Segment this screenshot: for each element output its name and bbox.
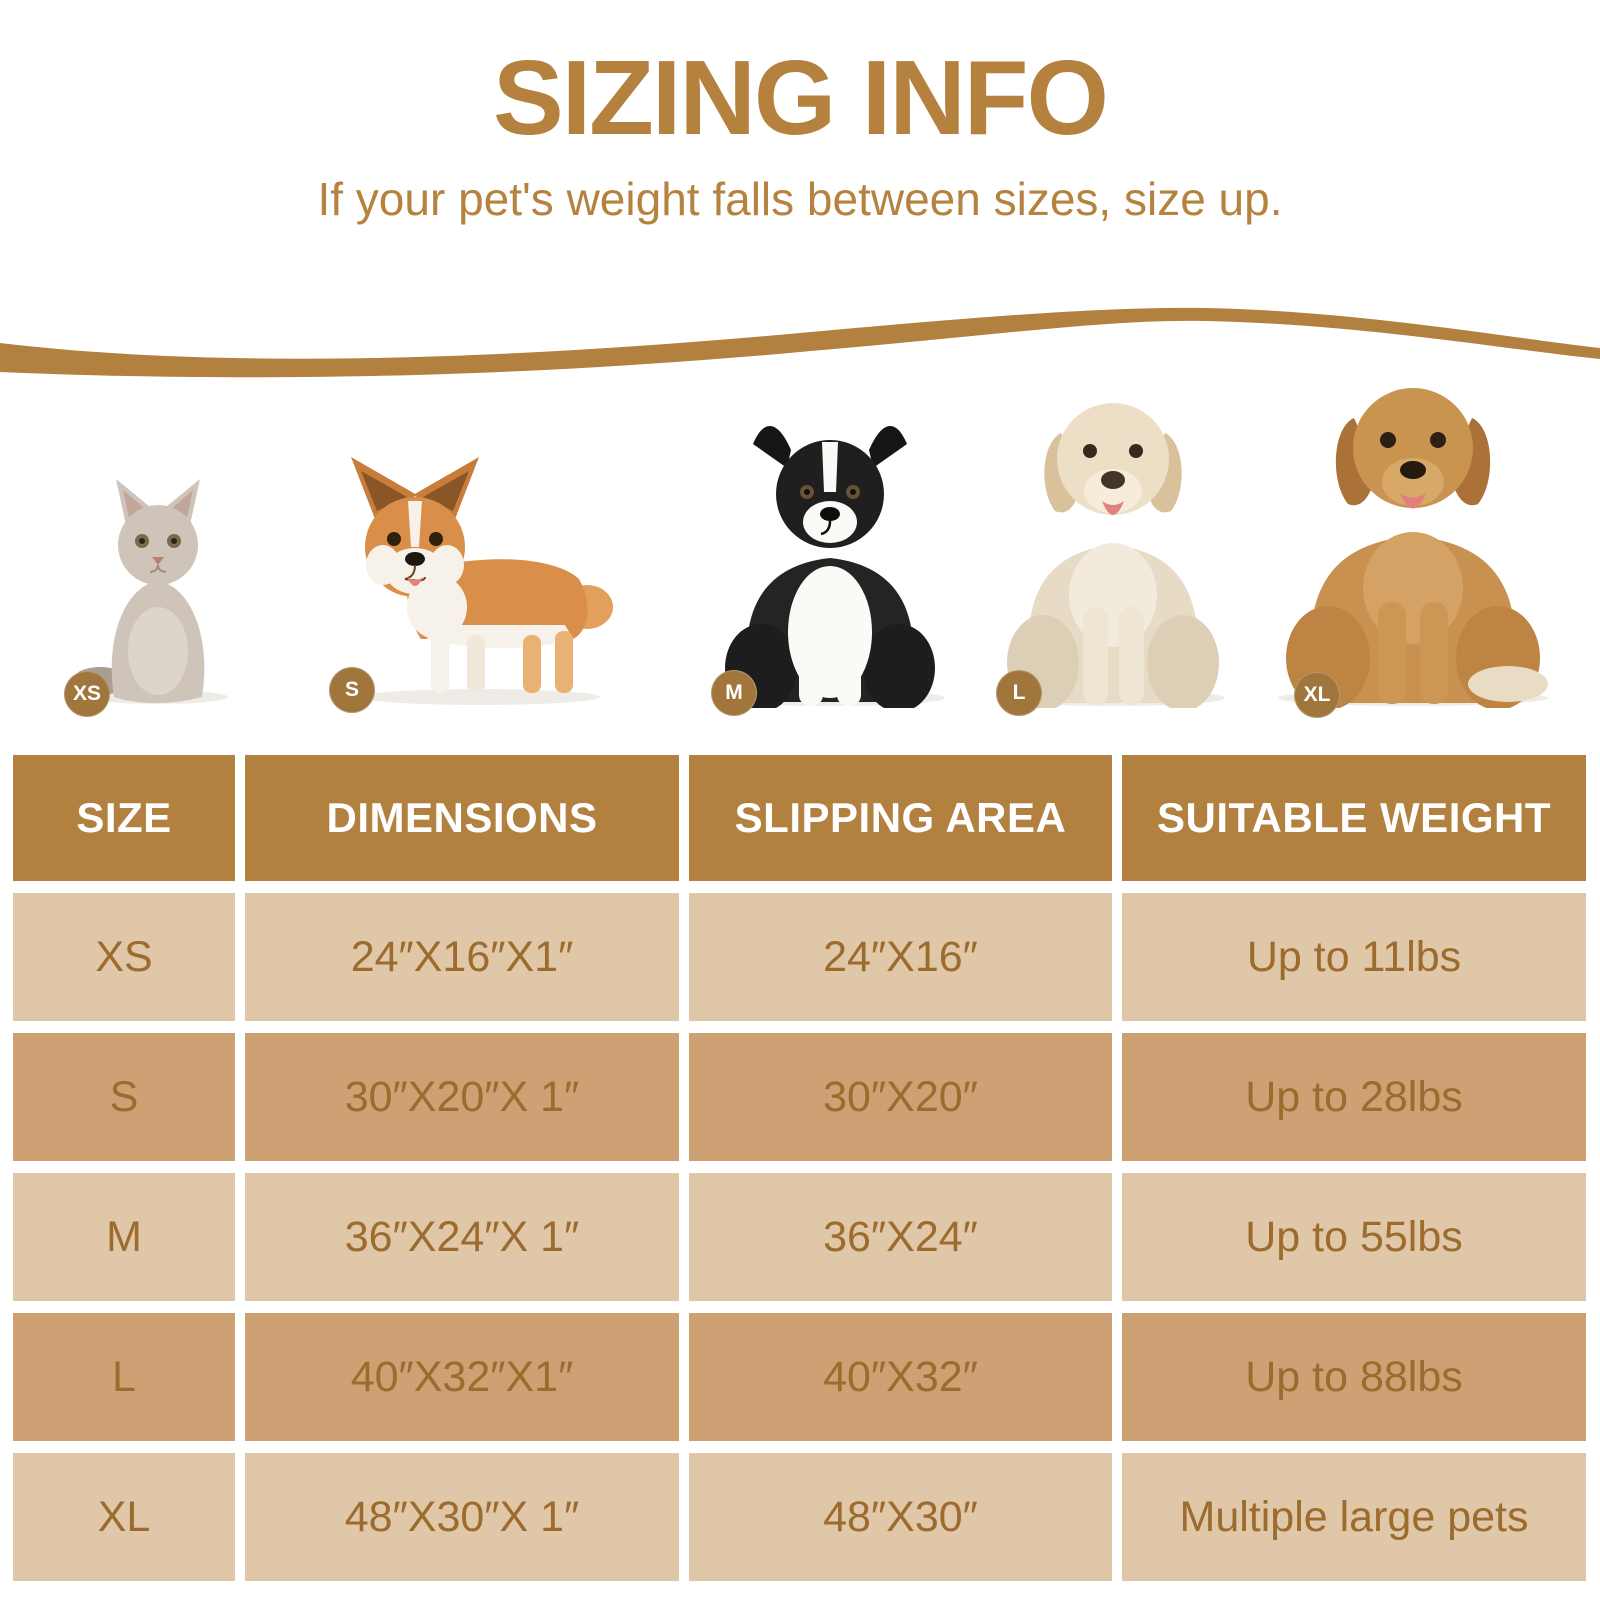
cell-xs-dimensions: 24″X16″X1″: [245, 893, 679, 1021]
size-badge-s: S: [329, 667, 375, 713]
cell-m-slipping: 36″X24″: [689, 1173, 1112, 1301]
size-badge-m: M: [711, 670, 757, 716]
page-subtitle: If your pet's weight falls between sizes…: [317, 173, 1283, 225]
cell-s-weight: Up to 28lbs: [1122, 1033, 1586, 1161]
cell-xl-dimensions: 48″X30″X 1″: [245, 1453, 679, 1581]
cell-m-size: M: [13, 1173, 235, 1301]
cell-s-dimensions: 30″X20″X 1″: [245, 1033, 679, 1161]
cell-l-size: L: [13, 1313, 235, 1441]
pet-photo-border-collie: [695, 410, 965, 708]
page-title: SIZING INFO: [493, 39, 1109, 157]
pet-photo-golden-retriever: [1258, 354, 1568, 708]
golden-retriever-icon: [1278, 388, 1548, 708]
column-header-suitable-weight: SUITABLE WEIGHT: [1122, 755, 1586, 881]
cell-m-dimensions: 36″X24″X 1″: [245, 1173, 679, 1301]
size-badge-l: L: [996, 670, 1042, 716]
cell-xl-size: XL: [13, 1453, 235, 1581]
light-golden-retriever-icon: [1001, 403, 1225, 708]
column-header-dimensions: DIMENSIONS: [245, 755, 679, 881]
cell-xs-weight: Up to 11lbs: [1122, 893, 1586, 1021]
cell-xl-weight: Multiple large pets: [1122, 1453, 1586, 1581]
cell-s-slipping: 30″X20″: [689, 1033, 1112, 1161]
size-table: SIZE DIMENSIONS SLIPPING AREA SUITABLE W…: [13, 755, 1588, 1581]
cell-l-slipping: 40″X32″: [689, 1313, 1112, 1441]
cell-l-weight: Up to 88lbs: [1122, 1313, 1586, 1441]
size-badge-xl: XL: [1294, 672, 1340, 718]
pet-photo-light-golden-retriever: [983, 367, 1243, 708]
corgi-icon: [351, 457, 613, 705]
cell-xl-slipping: 48″X30″: [689, 1453, 1112, 1581]
cell-xs-size: XS: [13, 893, 235, 1021]
cat-icon: [78, 479, 228, 704]
column-header-size: SIZE: [13, 755, 235, 881]
column-header-slipping-area: SLIPPING AREA: [689, 755, 1112, 881]
pet-photo-cat: [78, 473, 238, 705]
pet-photo-corgi: [315, 455, 615, 707]
cell-l-dimensions: 40″X32″X1″: [245, 1313, 679, 1441]
cell-s-size: S: [13, 1033, 235, 1161]
cell-xs-slipping: 24″X16″: [689, 893, 1112, 1021]
size-badge-xs: XS: [64, 671, 110, 717]
border-collie-icon: [715, 425, 945, 708]
cell-m-weight: Up to 55lbs: [1122, 1173, 1586, 1301]
